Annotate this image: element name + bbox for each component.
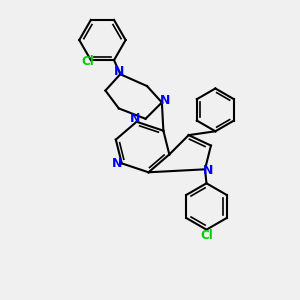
Text: N: N [114, 65, 124, 78]
Text: N: N [112, 157, 122, 170]
Text: N: N [203, 164, 214, 177]
Text: N: N [130, 112, 140, 125]
Text: N: N [160, 94, 170, 106]
Text: Cl: Cl [82, 55, 94, 68]
Text: Cl: Cl [200, 229, 213, 242]
